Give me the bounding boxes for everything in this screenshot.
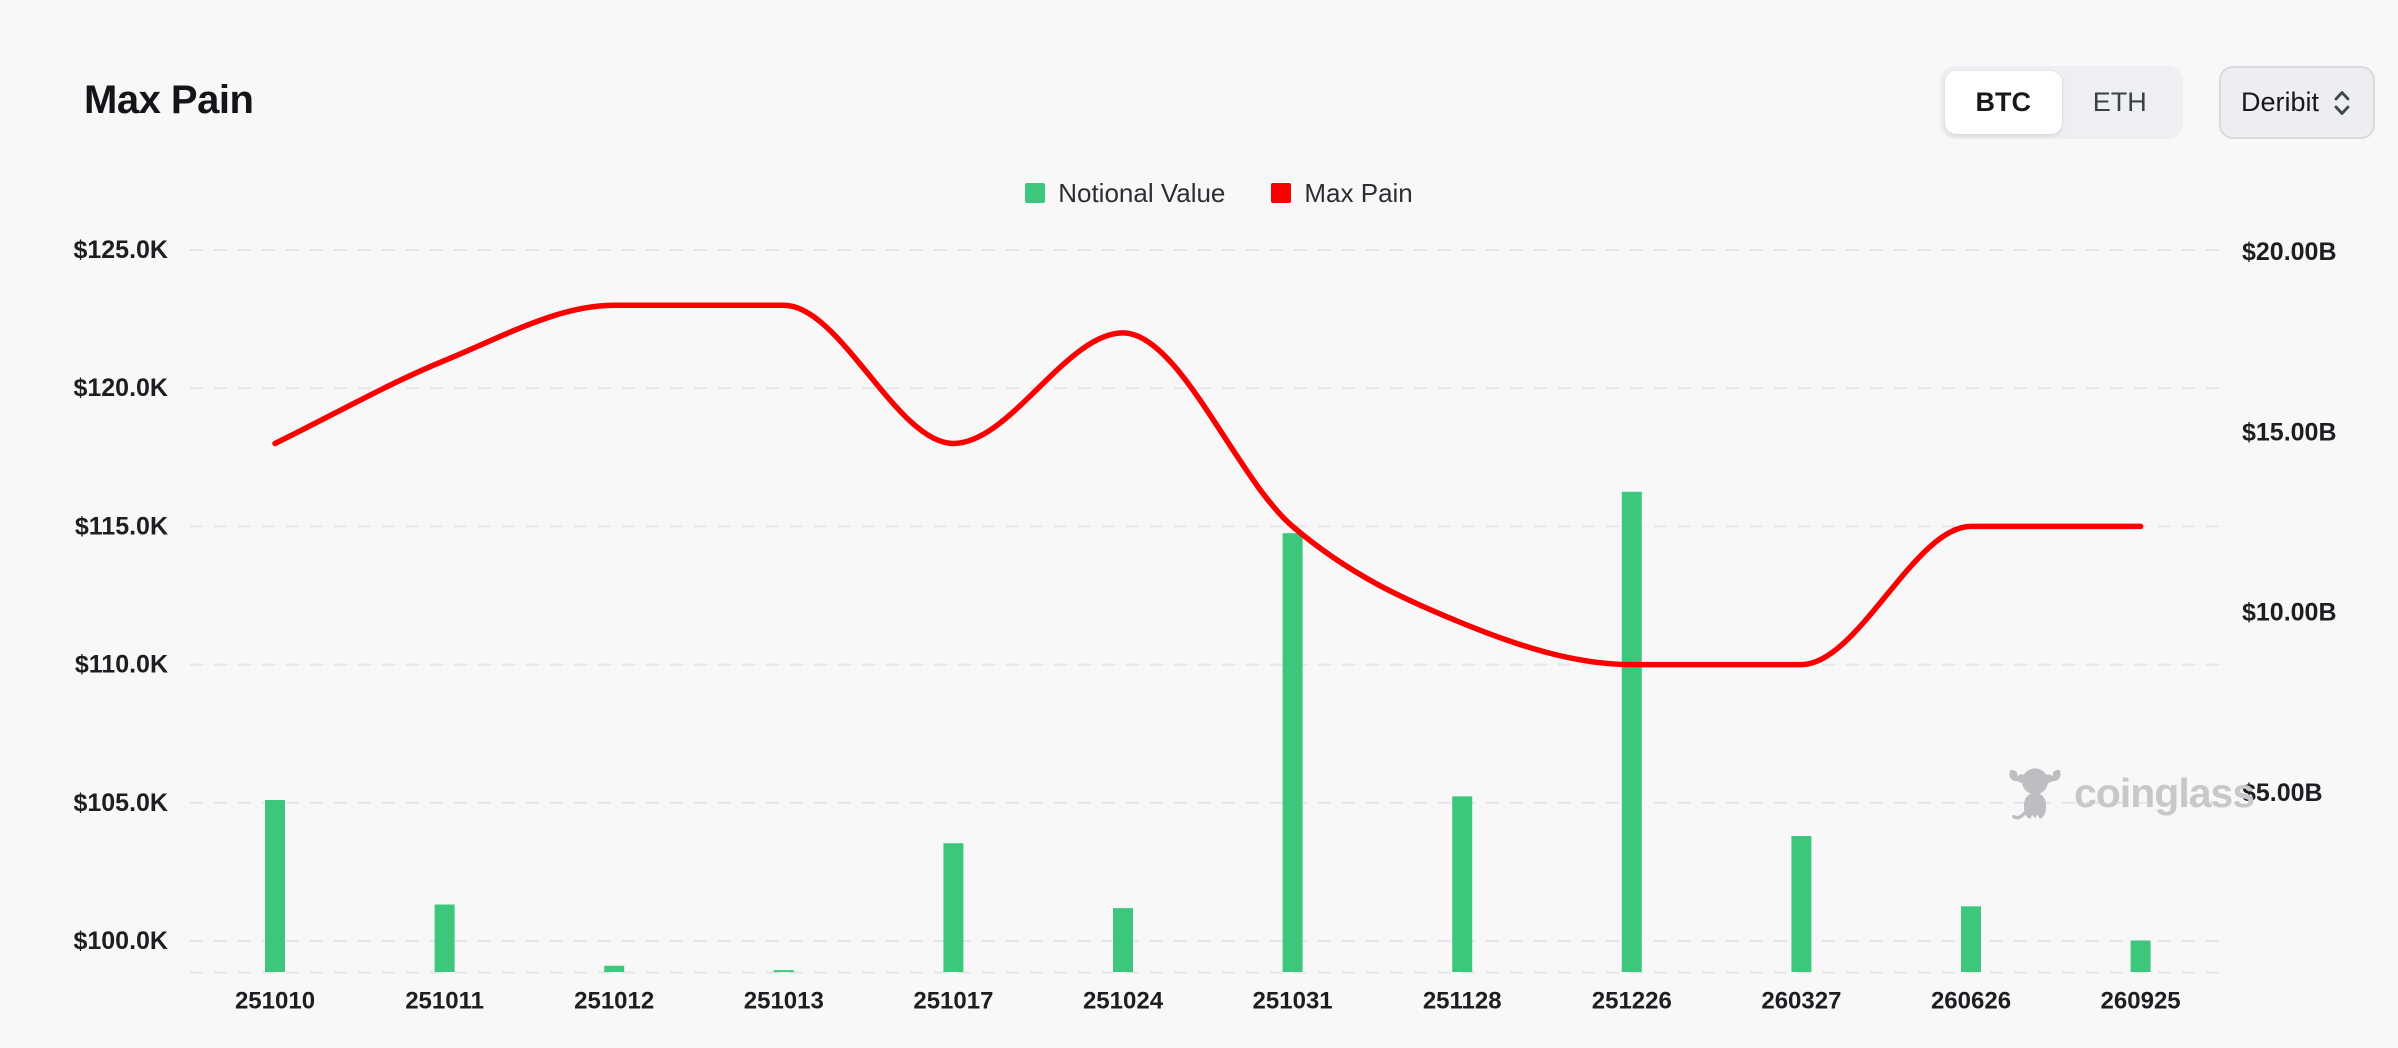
bar-notional-value[interactable] <box>773 970 794 973</box>
page-title: Max Pain <box>84 78 254 122</box>
asset-toggle-btc[interactable]: BTC <box>1945 71 2062 134</box>
right-axis-tick-label: $15.00B <box>2242 418 2337 446</box>
exchange-select-value: Deribit <box>2241 87 2320 117</box>
bar-notional-value[interactable] <box>1961 906 1981 972</box>
x-axis-label: 251024 <box>1083 988 1164 1015</box>
legend-swatch-green <box>1025 183 1046 203</box>
left-axis-tick-label: $110.0K <box>75 651 168 679</box>
x-axis-label: 251013 <box>744 988 824 1015</box>
left-axis-tick-label: $105.0K <box>73 789 168 817</box>
x-axis-label: 251011 <box>405 988 484 1015</box>
right-axis-tick-label: $10.00B <box>2242 599 2337 627</box>
chart-legend: Notional Value Max Pain <box>20 178 2398 208</box>
bar-notional-value[interactable] <box>943 843 964 972</box>
bar-notional-value[interactable] <box>604 965 625 972</box>
legend-item-max-pain[interactable]: Max Pain <box>1271 178 1413 208</box>
x-axis-label: 251010 <box>235 988 315 1015</box>
x-axis-label: 260626 <box>1931 988 2011 1015</box>
right-axis-tick-label: $5.00B <box>2242 779 2323 807</box>
bar-notional-value[interactable] <box>1113 908 1133 972</box>
x-axis-label: 251017 <box>913 988 993 1015</box>
left-axis-tick-label: $115.0K <box>75 512 168 540</box>
left-axis-tick-label: $100.0K <box>73 927 168 955</box>
asset-toggle: BTC ETH <box>1940 66 2183 139</box>
x-axis-label: 251226 <box>1592 988 1672 1015</box>
max-pain-line <box>272 302 2144 668</box>
exchange-select[interactable]: Deribit <box>2219 66 2375 139</box>
x-axis-label: 260327 <box>1761 988 1841 1015</box>
bar-notional-value[interactable] <box>1791 836 1812 972</box>
x-axis-label: 251031 <box>1253 988 1333 1015</box>
right-axis-tick-label: $20.00B <box>2242 238 2337 266</box>
bar-notional-value[interactable] <box>1452 796 1473 972</box>
x-axis-label: 260925 <box>2101 988 2181 1015</box>
header-controls: BTC ETH Deribit <box>1940 66 2375 139</box>
x-axis-label: 251012 <box>574 988 654 1015</box>
sort-chevrons-icon <box>2333 88 2351 118</box>
bar-notional-value[interactable] <box>2130 940 2151 972</box>
legend-swatch-red <box>1271 183 1292 203</box>
bar-notional-value[interactable] <box>1282 533 1303 972</box>
bar-notional-value[interactable] <box>265 799 285 972</box>
asset-toggle-eth[interactable]: ETH <box>2062 71 2179 134</box>
left-axis-tick-label: $120.0K <box>73 374 168 402</box>
x-axis-label: 251128 <box>1423 988 1502 1015</box>
legend-item-notional-value[interactable]: Notional Value <box>1025 178 1225 208</box>
bar-notional-value[interactable] <box>1621 491 1642 972</box>
bar-notional-value[interactable] <box>434 904 455 972</box>
left-axis-tick-label: $125.0K <box>73 236 168 264</box>
legend-label-max-pain: Max Pain <box>1304 177 1413 208</box>
legend-label-notional-value: Notional Value <box>1058 177 1226 208</box>
